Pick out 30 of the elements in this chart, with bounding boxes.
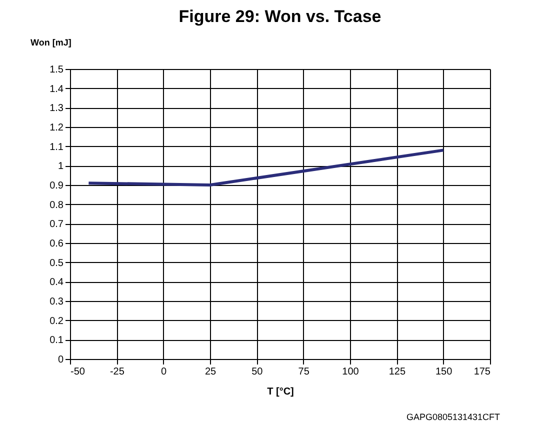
x-tick-label: -25 [110, 366, 125, 378]
y-axis-title: Won [mJ] [30, 38, 72, 48]
x-tick-label: 150 [435, 366, 453, 378]
y-tick-label: 1.2 [50, 122, 64, 134]
x-tick-label: 175 [474, 366, 491, 378]
x-tick-label: 0 [161, 366, 168, 378]
y-tick-label: 0.1 [50, 335, 64, 346]
y-tick-label: 0.8 [50, 200, 64, 211]
y-tick-label: 0.6 [50, 238, 64, 250]
y-tick-label: 0.2 [50, 316, 64, 327]
y-tick-label: 1.3 [50, 103, 64, 114]
x-tick-label: 75 [298, 366, 310, 378]
text: GAPG0805131431CFT [406, 412, 500, 422]
x-tick-label: 125 [388, 366, 406, 378]
chart-title: Figure 29: Won vs. Tcase [178, 7, 382, 26]
y-tick-label: 1.5 [50, 64, 64, 76]
x-axis-title: T [°C] [267, 386, 294, 398]
y-tick-label: 1.4 [50, 84, 64, 95]
y-tick-label: 1 [58, 161, 64, 172]
x-tick-label: -50 [70, 366, 86, 378]
x-tick-label: 50 [252, 366, 264, 378]
y-tick-label: 0.3 [50, 296, 64, 308]
y-tick-label: 1.1 [50, 142, 64, 153]
y-tick-label: 0 [58, 354, 64, 366]
y-tick-label: 0.7 [50, 219, 64, 230]
y-tick-label: 0.9 [50, 180, 64, 192]
y-tick-label: 0.4 [50, 277, 64, 288]
x-tick-label: 100 [342, 366, 360, 378]
x-tick-label: 25 [204, 366, 216, 378]
y-tick-label: 0.5 [50, 258, 64, 269]
